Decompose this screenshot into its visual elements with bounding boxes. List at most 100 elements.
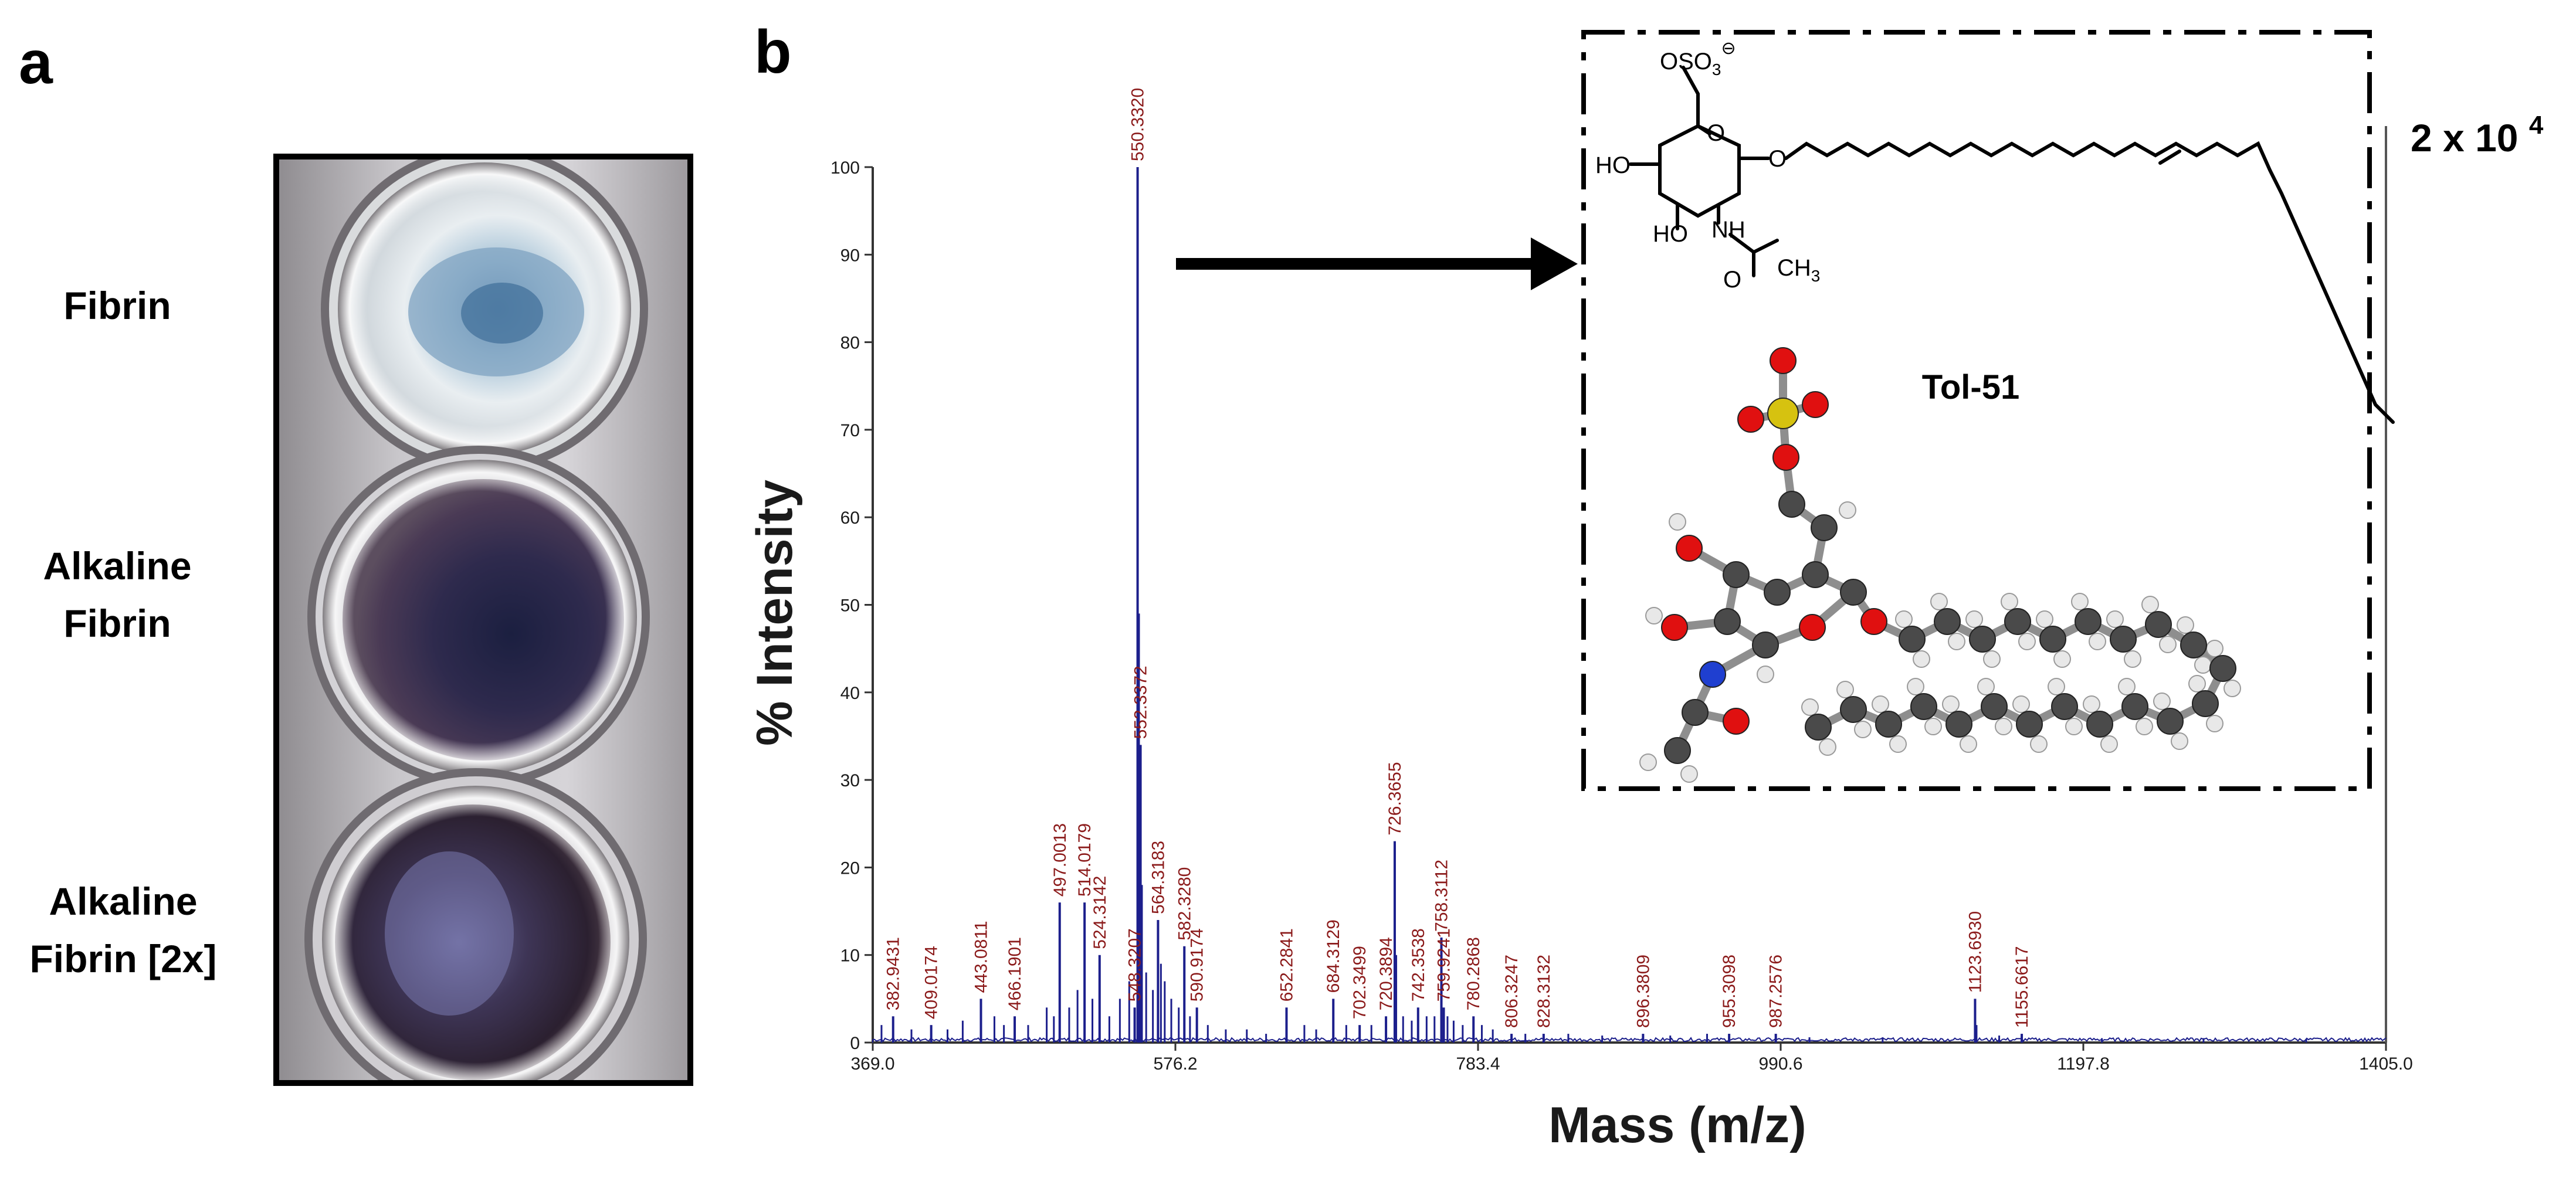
model-atom-N-16 xyxy=(1699,661,1726,688)
model-hydrogen-29 xyxy=(2065,718,2083,735)
model-hydrogen-37 xyxy=(1924,718,1942,735)
peak-label-23: 828.3132 xyxy=(1534,955,1554,1028)
model-atom-C-21 xyxy=(1899,626,1926,653)
model-hydrogen-25 xyxy=(2136,718,2153,735)
peak-label-8: 550.3320 xyxy=(1128,88,1148,161)
model-hydrogen-43 xyxy=(1819,738,1836,756)
nh-label: NH xyxy=(1711,217,1745,243)
model-hydrogen-0 xyxy=(1895,610,1913,628)
photo-border xyxy=(273,154,693,1086)
model-hydrogen-40 xyxy=(1836,681,1854,698)
model-hydrogen-6 xyxy=(2001,593,2018,610)
model-atom-C-36 xyxy=(2016,711,2043,738)
row-label-alkaline-fibrin-line2: Fibrin xyxy=(63,602,171,645)
model-atom-C-8 xyxy=(1764,579,1791,606)
osulfate-sub: 3 xyxy=(1712,60,1721,79)
model-hydrogen-1 xyxy=(1913,650,1930,668)
well-plate-photo xyxy=(273,154,693,1086)
y-tick-label-0: 0 xyxy=(850,1034,860,1053)
row-label-alkaline-fibrin-line1: Alkaline xyxy=(43,544,192,588)
model-hydrogen-10 xyxy=(2071,593,2089,610)
model-atom-O-15 xyxy=(1661,614,1688,641)
model-atom-C-9 xyxy=(1723,561,1750,588)
model-atom-O-12 xyxy=(1799,614,1826,641)
model-atom-C-23 xyxy=(1969,626,1996,653)
row-label-alkaline-fibrin: Alkaline Fibrin xyxy=(23,537,211,652)
ch3-label: CH3 xyxy=(1777,255,1820,285)
model-hydrogen-15 xyxy=(2159,636,2177,653)
model-atom-C-17 xyxy=(1682,699,1709,726)
x-tick-label-0: 369.0 xyxy=(850,1054,894,1074)
model-atom-C-24 xyxy=(2004,608,2031,635)
model-hydrogen-24 xyxy=(2118,678,2136,695)
model-atom-C-42 xyxy=(1805,714,1832,741)
osulfate-label: OSO3⊖ xyxy=(1660,39,1736,79)
model-atom-C-26 xyxy=(2075,608,2102,635)
compound-name: Tol-51 xyxy=(1922,368,2020,406)
model-atom-C-27 xyxy=(2110,626,2137,653)
peak-label-19: 758.3112 xyxy=(1432,860,1452,932)
model-hydrogen-20 xyxy=(2188,675,2206,692)
model-atom-C-31 xyxy=(2192,690,2219,717)
model-atom-O-14 xyxy=(1676,535,1703,562)
model-atom-C-34 xyxy=(2086,711,2113,738)
glyco-o-label: O xyxy=(1768,146,1787,172)
y-tick-label-90: 90 xyxy=(840,246,860,265)
model-hydrogen-23 xyxy=(2171,732,2188,750)
ring-oxygen-label: O xyxy=(1707,120,1725,146)
intensity-scale-base: 2 x 10 xyxy=(2411,116,2519,159)
peak-label-1: 409.0174 xyxy=(922,946,941,1019)
model-atom-O-18 xyxy=(1723,708,1750,735)
model-hydrogen-19 xyxy=(2224,680,2241,697)
y-tick-label-80: 80 xyxy=(840,334,860,353)
ring-o-bond xyxy=(1696,124,1711,135)
peak-label-24: 896.3809 xyxy=(1633,955,1653,1028)
model-atom-C-10 xyxy=(1714,608,1741,635)
y-tick-label-60: 60 xyxy=(840,508,860,528)
y-tick-label-30: 30 xyxy=(840,771,860,790)
x-axis-title: Mass (m/z) xyxy=(1548,1097,1806,1153)
row-label-fibrin-line1: Fibrin xyxy=(63,284,171,327)
y-tick-label-40: 40 xyxy=(840,684,860,703)
peak-label-0: 382.9431 xyxy=(884,937,903,1010)
structure-inset-frame xyxy=(1581,30,2372,791)
peak-label-26: 987.2576 xyxy=(1767,955,1786,1028)
model-hydrogen-35 xyxy=(1960,735,1977,753)
peak-label-21: 780.2868 xyxy=(1464,937,1483,1010)
peak-label-11: 582.3280 xyxy=(1175,867,1194,941)
model-hydrogen-9 xyxy=(2053,650,2071,668)
osulfate-charge: ⊖ xyxy=(1721,39,1736,58)
model-atom-C-28 xyxy=(2145,611,2172,638)
peak-label-3: 466.1901 xyxy=(1005,937,1025,1010)
model-hydrogen-12 xyxy=(2106,610,2124,628)
row-label-alkaline-fibrin-2x-line2: Fibrin [2x] xyxy=(29,937,217,980)
model-atom-C-25 xyxy=(2039,626,2066,653)
y-tick-label-10: 10 xyxy=(840,946,860,966)
model-hydrogen-14 xyxy=(2141,596,2159,613)
model-hydrogen-36 xyxy=(1907,678,1924,695)
model-atom-S-0 xyxy=(1767,398,1799,429)
y-tick-label-70: 70 xyxy=(840,421,860,440)
x-tick-label-1: 576.2 xyxy=(1153,1054,1197,1074)
peak-label-13: 652.2841 xyxy=(1277,928,1296,1002)
y-tick-label-50: 50 xyxy=(840,596,860,616)
model-hydrogen-38 xyxy=(1872,695,1889,713)
model-hydrogen-3 xyxy=(1948,633,1965,650)
model-hydrogen-31 xyxy=(2030,735,2048,753)
model-hydrogen-21 xyxy=(2206,715,2224,732)
model-hydrogen-16 xyxy=(2177,616,2194,634)
model-atom-C-7 xyxy=(1802,561,1829,588)
model-atom-C-5 xyxy=(1778,491,1805,518)
model-atom-C-38 xyxy=(1945,711,1972,738)
model-atom-C-35 xyxy=(2051,693,2078,720)
model-atom-C-13 xyxy=(1840,579,1867,606)
peak-label-18: 742.3538 xyxy=(1409,928,1428,1002)
model-hydrogen-42 xyxy=(1801,698,1819,716)
model-hydrogen-27 xyxy=(2100,735,2118,753)
ho4-label: HO xyxy=(1595,152,1631,178)
panel-a-letter: a xyxy=(19,29,53,97)
well-alkaline-fibrin-2x-rim xyxy=(322,786,629,1086)
osulfate-text: OSO xyxy=(1660,49,1712,74)
peak-label-22: 806.3247 xyxy=(1502,955,1521,1028)
model-atom-C-6 xyxy=(1811,514,1838,541)
